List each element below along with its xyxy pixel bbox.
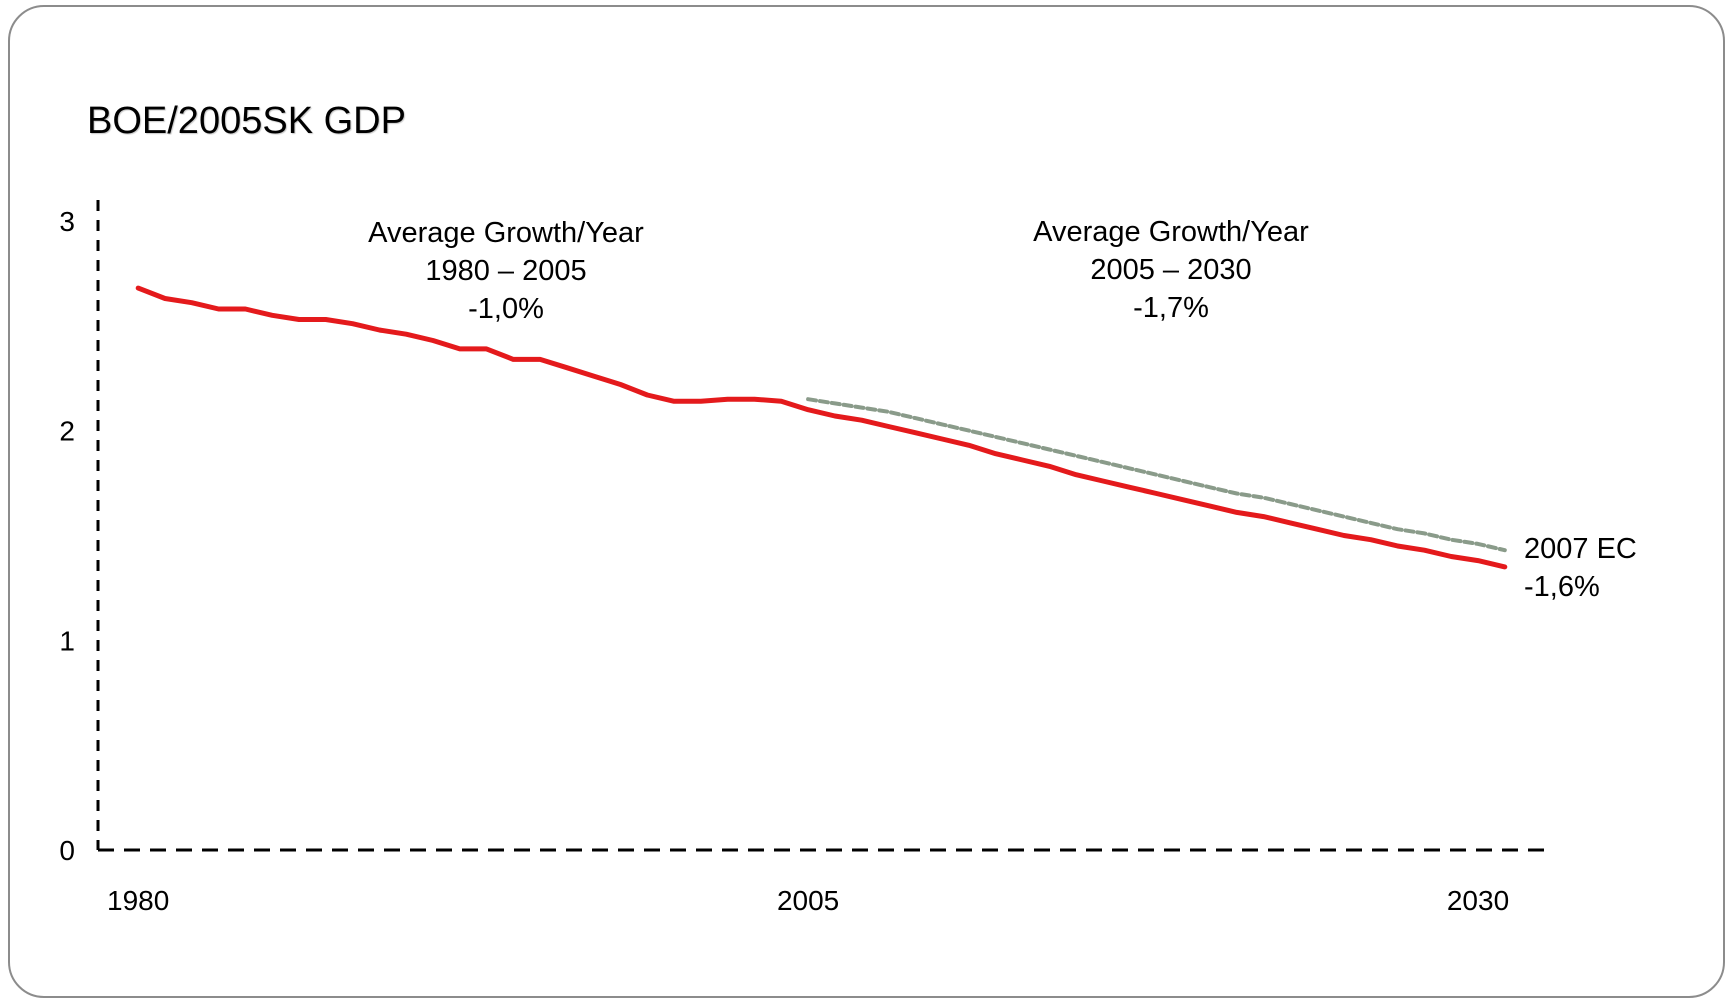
annotation-1-line-1: 2005 – 2030 xyxy=(1090,254,1251,286)
series-layer xyxy=(135,285,1508,570)
x-tick-label-2005: 2005 xyxy=(777,885,839,916)
slide-frame xyxy=(8,5,1725,998)
chart-axes xyxy=(96,200,1545,852)
y-tick-label-3: 3 xyxy=(59,206,75,237)
y-tick-label-2: 2 xyxy=(59,416,75,447)
annotation-2-line-0: 2007 EC xyxy=(1524,533,1637,565)
x-tick-label-2030: 2030 xyxy=(1447,885,1509,916)
ticks-layer: 0 1 2 3 1980 2005 2030 xyxy=(59,206,1509,916)
series-line-0 xyxy=(135,285,1508,570)
annotation-1-line-0: Average Growth/Year xyxy=(1033,216,1309,248)
annotation-0: Average Growth/Year 1980 – 2005 -1,0% xyxy=(368,217,644,325)
chart-title: BOE/2005SK GDP xyxy=(87,100,406,142)
annotations-layer: Average Growth/Year 1980 – 2005 -1,0%Avera… xyxy=(368,216,1637,603)
annotation-1: Average Growth/Year 2005 – 2030 -1,7% xyxy=(1033,216,1309,324)
annotation-1-line-2: -1,7% xyxy=(1133,292,1209,324)
annotation-0-line-1: 1980 – 2005 xyxy=(425,255,586,287)
annotation-0-line-2: -1,0% xyxy=(468,293,544,325)
annotation-2-line-1: -1,6% xyxy=(1524,571,1600,603)
annotation-0-line-0: Average Growth/Year xyxy=(368,217,644,249)
x-tick-label-1980: 1980 xyxy=(107,885,169,916)
y-tick-label-1: 1 xyxy=(59,625,75,656)
y-tick-label-0: 0 xyxy=(59,835,75,866)
series-line-1 xyxy=(806,397,1507,553)
annotation-2: 2007 EC -1,6% xyxy=(1524,533,1637,603)
